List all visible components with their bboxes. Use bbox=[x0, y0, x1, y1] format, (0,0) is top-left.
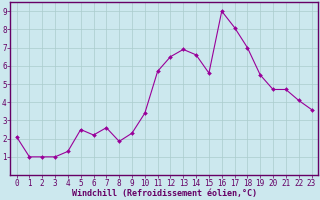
X-axis label: Windchill (Refroidissement éolien,°C): Windchill (Refroidissement éolien,°C) bbox=[72, 189, 257, 198]
